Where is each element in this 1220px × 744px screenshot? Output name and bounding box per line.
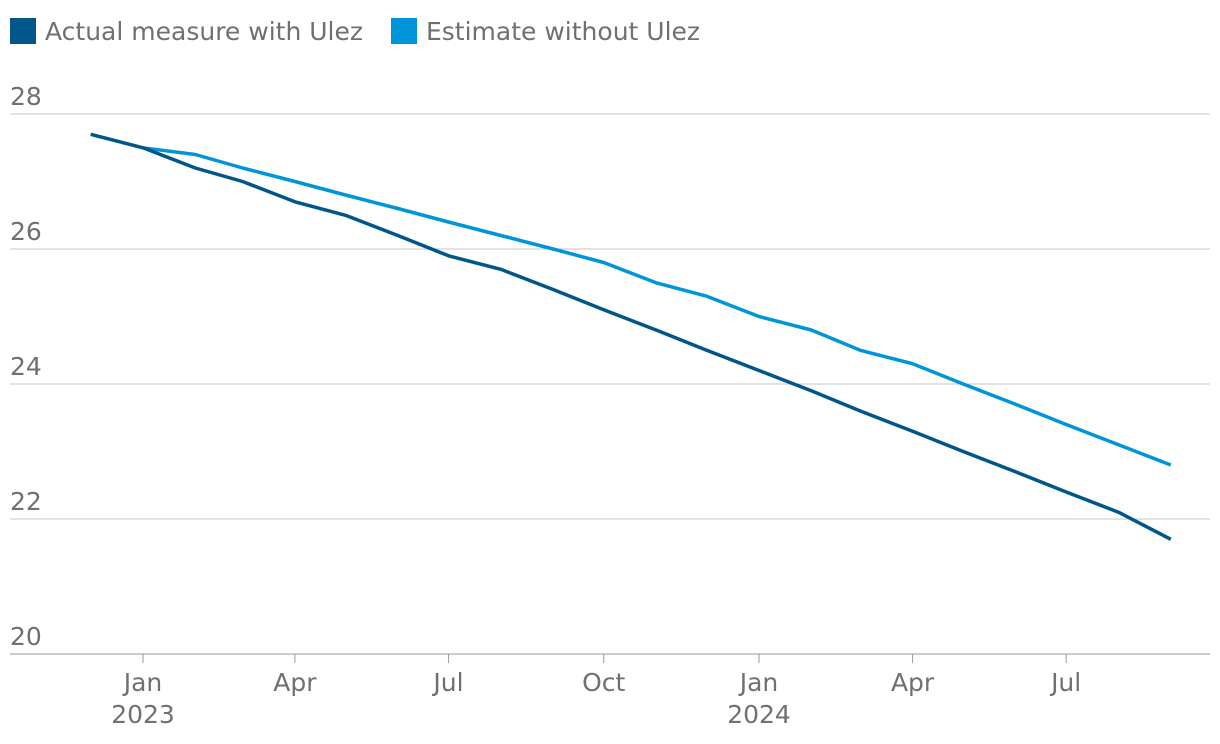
legend-item-estimate: Estimate without Ulez xyxy=(390,16,701,46)
y-tick-label-26: 26 xyxy=(10,217,42,246)
legend-item-actual: Actual measure with Ulez xyxy=(10,17,363,46)
x-tick-year-label-0: 2023 xyxy=(111,700,175,729)
legend-swatch-actual xyxy=(10,18,36,44)
series-line-estimate xyxy=(142,146,1172,467)
series-actual xyxy=(90,132,1172,541)
gridlines xyxy=(10,113,1210,655)
legend-swatch-estimate xyxy=(390,18,417,44)
x-tick-label-3: Oct xyxy=(582,668,625,697)
x-tick-label-2: Jul xyxy=(431,668,463,697)
x-tick-label-0: Jan xyxy=(122,668,163,697)
series-lines xyxy=(90,132,1172,541)
chart-legend: Actual measure with Ulez Estimate withou… xyxy=(10,14,728,48)
x-tick-label-5: Apr xyxy=(891,668,935,697)
x-tick-label-6: Jul xyxy=(1049,668,1081,697)
y-tick-label-24: 24 xyxy=(10,352,42,381)
legend-label-estimate: Estimate without Ulez xyxy=(425,16,701,46)
y-tick-label-28: 28 xyxy=(10,82,42,111)
legend-label-actual: Actual measure with Ulez xyxy=(45,16,363,46)
y-tick-label-22: 22 xyxy=(10,487,42,516)
y-tick-label-20: 20 xyxy=(10,622,42,651)
x-tick-year-label-4: 2024 xyxy=(727,700,791,729)
y-axis-ticks: 20 22 24 26 28 xyxy=(10,82,42,651)
series-line-actual xyxy=(90,132,1172,541)
x-tick-label-1: Apr xyxy=(273,668,317,697)
series-estimate xyxy=(142,146,1172,467)
x-axis-ticks: Jan 2023 Apr Jul Oct Jan 2024 Apr Jul xyxy=(111,654,1081,729)
x-tick-label-4: Jan xyxy=(738,668,779,697)
